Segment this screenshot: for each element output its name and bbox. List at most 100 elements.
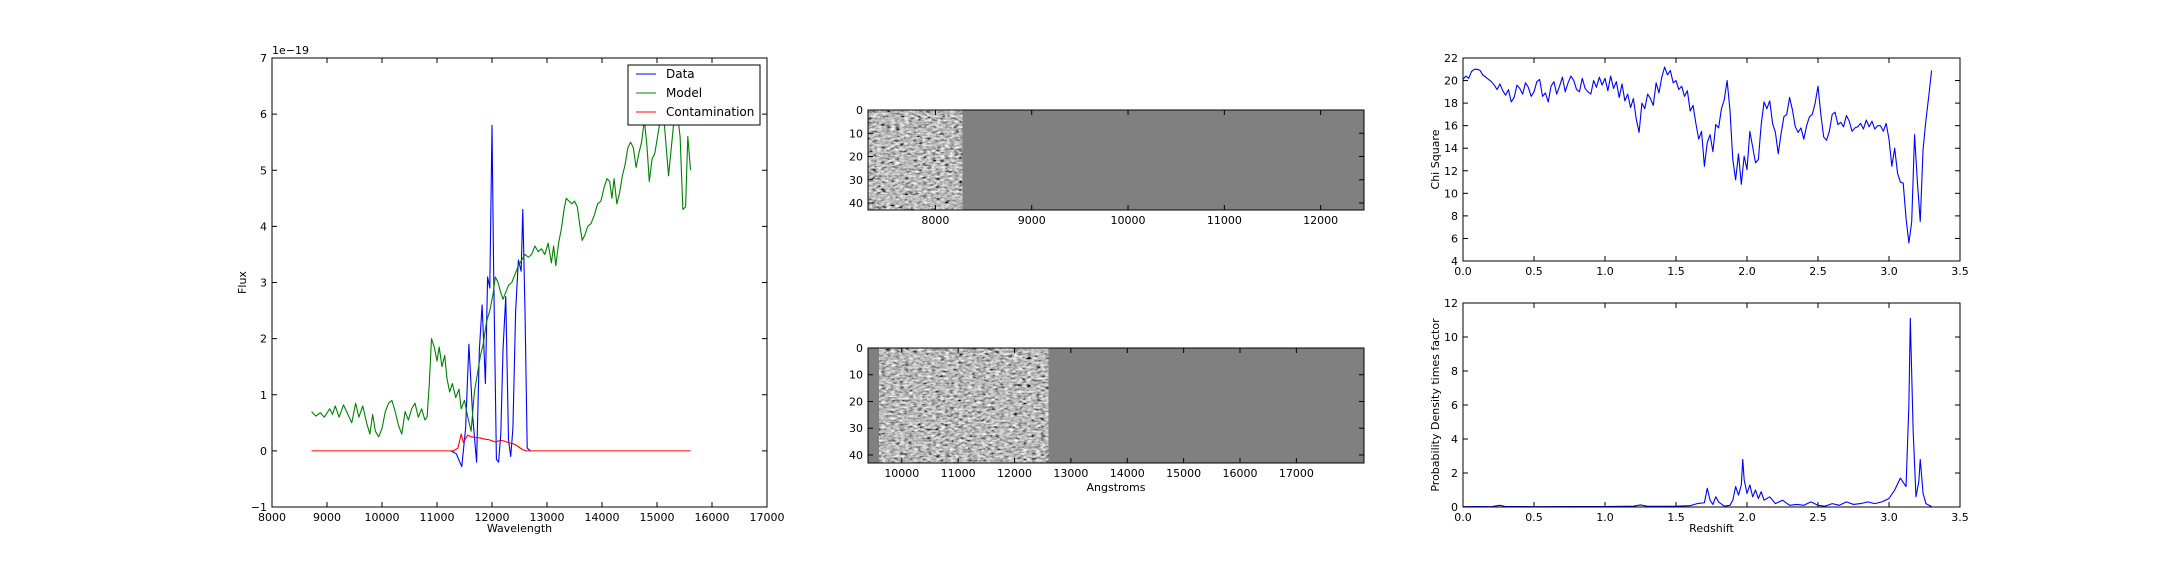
x-tick-label: 0.5 [1525,265,1543,278]
y-tick-label: 0 [856,104,863,117]
flux-offset-text: 1e−19 [272,44,309,57]
y-tick-label: 10 [1444,187,1458,200]
x-tick-label: 1.0 [1596,511,1614,524]
y-tick-label: 16 [1444,120,1458,133]
x-tick-label: 16000 [695,511,730,524]
y-tick-label: 4 [260,220,267,233]
y-tick-label: 6 [260,108,267,121]
y-tick-label: 5 [260,164,267,177]
x-tick-label: 13000 [1053,467,1088,480]
x-tick-label: 10000 [365,511,400,524]
x-tick-label: 14000 [1110,467,1145,480]
chi-square-line [1462,66,1933,244]
y-tick-label: 0 [1451,501,1458,514]
flux-legend: Data Model Contamination [627,64,761,126]
y-tick-label: 30 [849,174,863,187]
flux-series [311,107,692,468]
x-tick-label: 0.0 [1454,511,1472,524]
flux-ylabel: Flux [236,271,249,294]
chi-square-panel: 0.0 0.5 1.0 1.5 2.0 2.5 3.0 3.5 4 6 8 10 12 14 16 18 20 2… [1429,52,1969,278]
chi-square-ylabel: Chi Square [1429,129,1442,189]
y-tick-label: 6 [1451,399,1458,412]
x-tick-label: 11000 [420,511,455,524]
spectrum-image-top-panel: 8000 9000 10000 11000 12000 0 10 20 30 40 [849,104,1365,227]
y-tick-label: 10 [849,369,863,382]
x-tick-label: 3.0 [1880,265,1898,278]
probability-series [1462,317,1932,508]
chi-square-ticks: 0.0 0.5 1.0 1.5 2.0 2.5 3.0 3.5 4 6 8 10 12 14 16 18 20 2… [1444,52,1969,278]
y-tick-label: 18 [1444,97,1458,110]
x-tick-label: 0.5 [1525,511,1543,524]
x-tick-label: 10000 [1111,214,1146,227]
y-tick-label: 22 [1444,52,1458,65]
x-tick-label: 2.0 [1738,511,1756,524]
spectrum-image-bottom-ticks: 10000 11000 12000 13000 14000 15000 16000 17000… [849,342,1364,480]
y-tick-label: 7 [260,52,267,65]
y-tick-label: 12 [1444,297,1458,310]
y-tick-label: 0 [856,342,863,355]
y-tick-label: 8 [1451,210,1458,223]
spectrum-image-bottom-data [879,348,1049,463]
x-tick-label: 8000 [258,511,286,524]
y-tick-label: 30 [849,422,863,435]
spectrum-image-bottom-panel: 10000 11000 12000 13000 14000 15000 16000 17000… [849,342,1365,494]
probability-ylabel: Probability Density times factor [1429,318,1442,492]
y-tick-label: 2 [260,333,267,346]
y-tick-label: 8 [1451,365,1458,378]
y-tick-label: 4 [1451,255,1458,268]
y-tick-label: 2 [1451,467,1458,480]
x-tick-label: 2.5 [1809,265,1827,278]
probability-xlabel: Redshift [1689,522,1734,535]
x-tick-label: 3.5 [1951,265,1969,278]
x-tick-label: 15000 [640,511,675,524]
x-tick-label: 3.0 [1880,511,1898,524]
x-tick-label: 1.5 [1667,265,1685,278]
y-tick-label: 20 [849,151,863,164]
probability-panel: 0.0 0.5 1.0 1.5 2.0 2.5 3.0 3.5 0 2 4 6 8 10 12 Redshi… [1429,297,1969,535]
flux-xlabel: Wavelength [487,522,552,535]
x-tick-label: 9000 [1018,214,1046,227]
flux-axes-frame [271,57,768,508]
x-tick-label: 12000 [475,511,510,524]
x-tick-label: 2.5 [1809,511,1827,524]
x-tick-label: 9000 [313,511,341,524]
probability-line [1462,317,1932,508]
y-tick-label: 20 [849,395,863,408]
x-tick-label: 16000 [1223,467,1258,480]
y-tick-label: 1 [260,389,267,402]
legend-label-model: Model [666,86,702,100]
x-tick-label: 8000 [921,214,949,227]
y-tick-label: 10 [849,127,863,140]
chi-square-series [1462,66,1933,244]
x-tick-label: 17000 [1279,467,1314,480]
y-tick-label: 12 [1444,165,1458,178]
legend-label-contamination: Contamination [666,105,754,119]
legend-label-data: Data [666,67,695,81]
x-tick-label: 15000 [1166,467,1201,480]
x-tick-label: 0.0 [1454,265,1472,278]
x-tick-label: 12000 [997,467,1032,480]
flux-panel: 8000 9000 10000 11000 12000 13000 14000 15000 16… [236,44,785,535]
spectrum-image-bottom-frame [867,347,1365,464]
y-tick-label: 0 [260,445,267,458]
y-tick-label: 40 [849,197,863,210]
y-tick-label: 14 [1444,142,1458,155]
x-tick-label: 1.0 [1596,265,1614,278]
y-tick-label: 10 [1444,331,1458,344]
x-tick-label: 12000 [1303,214,1338,227]
x-tick-label: 10000 [884,467,919,480]
flux-series-model [311,107,692,438]
flux-series-contamination [311,433,691,452]
x-tick-label: 17000 [750,511,785,524]
x-tick-label: 11000 [1207,214,1242,227]
x-tick-label: 13000 [530,511,565,524]
spectrum-image-bottom-xlabel: Angstroms [1087,481,1146,494]
legend-box [627,64,761,126]
flux-gridlines: 8000 9000 10000 11000 12000 13000 14000 15000 16… [251,52,785,524]
y-tick-label: 40 [849,449,863,462]
spectrum-image-top-frame [867,109,1365,211]
x-tick-label: 2.0 [1738,265,1756,278]
x-tick-label: 1.5 [1667,511,1685,524]
chi-square-axes-frame [1462,57,1961,262]
